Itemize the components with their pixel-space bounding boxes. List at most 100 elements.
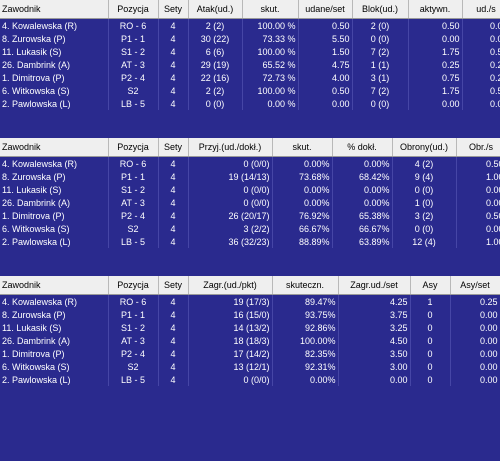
column-header[interactable]: aktywn. bbox=[408, 0, 463, 19]
sets-cell: 4 bbox=[158, 334, 189, 347]
table-row[interactable]: 1. Dimitrova (P) P2 - 4 4 22 (16) 72.73 … bbox=[0, 71, 500, 84]
column-header[interactable]: Asy/set bbox=[450, 276, 500, 295]
column-header[interactable]: Pozycja bbox=[108, 0, 159, 19]
attack-cell: 6 (6) bbox=[188, 45, 243, 58]
column-header[interactable]: Zagr.(ud./pkt) bbox=[188, 276, 273, 295]
column-header[interactable]: Atak(ud.) bbox=[188, 0, 243, 19]
column-header[interactable]: Sety bbox=[158, 276, 189, 295]
serve-per-set-cell: 3.75 bbox=[338, 308, 411, 321]
column-header[interactable]: Zawodnik bbox=[0, 0, 109, 19]
table-row[interactable]: 11. Lukasik (S) S1 - 2 4 0 (0/0) 0.00% 0… bbox=[0, 183, 500, 196]
column-header[interactable]: Sety bbox=[158, 0, 189, 19]
position-cell: LB - 5 bbox=[108, 97, 159, 110]
attack-stats-table: Zawodnik Pozycja Sety Atak(ud.) skut. ud… bbox=[0, 0, 500, 110]
table-row[interactable]: 26. Dambrink (A) AT - 3 4 0 (0/0) 0.00% … bbox=[0, 196, 500, 209]
player-name-cell: 4. Kowalewska (R) bbox=[0, 18, 109, 32]
player-name-cell: 2. Pawlowska (L) bbox=[0, 235, 109, 248]
serve-cell: 14 (13/2) bbox=[188, 321, 273, 334]
position-cell: P2 - 4 bbox=[108, 209, 159, 222]
table-row[interactable]: 6. Witkowska (S) S2 4 3 (2/2) 66.67% 66.… bbox=[0, 222, 500, 235]
table-row[interactable]: 4. Kowalewska (R) RO - 6 4 2 (2) 100.00 … bbox=[0, 18, 500, 32]
serve-cell: 0 (0/0) bbox=[188, 373, 273, 386]
player-name-cell: 11. Lukasik (S) bbox=[0, 321, 109, 334]
column-header[interactable]: Asy bbox=[410, 276, 451, 295]
player-name-cell: 1. Dimitrova (P) bbox=[0, 71, 109, 84]
sets-cell: 4 bbox=[158, 308, 189, 321]
reception-accuracy-cell: 63.89% bbox=[332, 235, 393, 248]
reception-efficiency-cell: 66.67% bbox=[272, 222, 333, 235]
aces-cell: 0 bbox=[410, 308, 451, 321]
column-header[interactable]: skuteczn. bbox=[272, 276, 339, 295]
player-name-cell: 26. Dambrink (A) bbox=[0, 334, 109, 347]
sets-cell: 4 bbox=[158, 183, 189, 196]
reception-efficiency-cell: 88.89% bbox=[272, 235, 333, 248]
block-cell: 0 (0) bbox=[352, 32, 409, 45]
reception-efficiency-cell: 0.00% bbox=[272, 156, 333, 170]
table-row[interactable]: 1. Dimitrova (P) P2 - 4 4 17 (14/2) 82.3… bbox=[0, 347, 500, 360]
serve-efficiency-cell: 100.00% bbox=[272, 334, 339, 347]
column-header[interactable]: Pozycja bbox=[108, 138, 159, 157]
block-activity-cell: 0.00 bbox=[408, 97, 463, 110]
table-row[interactable]: 2. Pawlowska (L) LB - 5 4 0 (0) 0.00 % 0… bbox=[0, 97, 500, 110]
position-cell: P1 - 1 bbox=[108, 308, 159, 321]
serve-cell: 19 (17/3) bbox=[188, 294, 273, 308]
position-cell: S2 bbox=[108, 84, 159, 97]
position-cell: P1 - 1 bbox=[108, 170, 159, 183]
attack-efficiency-cell: 72.73 % bbox=[242, 71, 299, 84]
table-row[interactable]: 26. Dambrink (A) AT - 3 4 18 (18/3) 100.… bbox=[0, 334, 500, 347]
column-header[interactable]: Blok(ud.) bbox=[352, 0, 409, 19]
table-row[interactable]: 11. Lukasik (S) S1 - 2 4 14 (13/2) 92.86… bbox=[0, 321, 500, 334]
column-header[interactable]: Obr./s bbox=[456, 138, 500, 157]
serve-per-set-cell: 3.00 bbox=[338, 360, 411, 373]
table-row[interactable]: 8. Zurowska (P) P1 - 1 4 16 (15/0) 93.75… bbox=[0, 308, 500, 321]
serve-efficiency-cell: 0.00% bbox=[272, 373, 339, 386]
block-per-set-cell: 0.50 bbox=[462, 84, 500, 97]
table-row[interactable]: 2. Pawlowska (L) LB - 5 4 36 (32/23) 88.… bbox=[0, 235, 500, 248]
player-name-cell: 6. Witkowska (S) bbox=[0, 360, 109, 373]
column-header[interactable]: udane/set bbox=[298, 0, 353, 19]
defence-cell: 1 (0) bbox=[392, 196, 457, 209]
column-header[interactable]: % dokł. bbox=[332, 138, 393, 157]
block-per-set-cell: 0.50 bbox=[462, 45, 500, 58]
reception-cell: 0 (0/0) bbox=[188, 196, 273, 209]
aces-cell: 0 bbox=[410, 373, 451, 386]
column-header[interactable]: Sety bbox=[158, 138, 189, 157]
table-row[interactable]: 6. Witkowska (S) S2 4 2 (2) 100.00 % 0.5… bbox=[0, 84, 500, 97]
column-header[interactable]: skut. bbox=[242, 0, 299, 19]
table-row[interactable]: 8. Zurowska (P) P1 - 1 4 30 (22) 73.33 %… bbox=[0, 32, 500, 45]
attack-cell: 22 (16) bbox=[188, 71, 243, 84]
table-row[interactable]: 8. Zurowska (P) P1 - 1 4 19 (14/13) 73.6… bbox=[0, 170, 500, 183]
sets-cell: 4 bbox=[158, 235, 189, 248]
table-row[interactable]: 11. Lukasik (S) S1 - 2 4 6 (6) 100.00 % … bbox=[0, 45, 500, 58]
column-header[interactable]: skut. bbox=[272, 138, 333, 157]
position-cell: LB - 5 bbox=[108, 373, 159, 386]
aces-per-set-cell: 0.00 bbox=[450, 347, 500, 360]
column-header[interactable]: Pozycja bbox=[108, 276, 159, 295]
attack-cell: 29 (19) bbox=[188, 58, 243, 71]
attack-efficiency-cell: 65.52 % bbox=[242, 58, 299, 71]
sets-cell: 4 bbox=[158, 360, 189, 373]
column-header[interactable]: Przyj.(ud./dokł.) bbox=[188, 138, 273, 157]
table-row[interactable]: 26. Dambrink (A) AT - 3 4 29 (19) 65.52 … bbox=[0, 58, 500, 71]
position-cell: S1 - 2 bbox=[108, 321, 159, 334]
column-header[interactable]: ud./s bbox=[462, 0, 500, 19]
player-name-cell: 11. Lukasik (S) bbox=[0, 45, 109, 58]
table-row[interactable]: 2. Pawlowska (L) LB - 5 4 0 (0/0) 0.00% … bbox=[0, 373, 500, 386]
table-row[interactable]: 4. Kowalewska (R) RO - 6 4 0 (0/0) 0.00%… bbox=[0, 156, 500, 170]
table-row[interactable]: 6. Witkowska (S) S2 4 13 (12/1) 92.31% 3… bbox=[0, 360, 500, 373]
serve-cell: 18 (18/3) bbox=[188, 334, 273, 347]
reception-cell: 3 (2/2) bbox=[188, 222, 273, 235]
table-row[interactable]: 1. Dimitrova (P) P2 - 4 4 26 (20/17) 76.… bbox=[0, 209, 500, 222]
column-header[interactable]: Zawodnik bbox=[0, 276, 109, 295]
serve-per-set-cell: 4.50 bbox=[338, 334, 411, 347]
table-row[interactable]: 4. Kowalewska (R) RO - 6 4 19 (17/3) 89.… bbox=[0, 294, 500, 308]
player-name-cell: 26. Dambrink (A) bbox=[0, 196, 109, 209]
block-activity-cell: 1.75 bbox=[408, 84, 463, 97]
block-cell: 7 (2) bbox=[352, 45, 409, 58]
column-header[interactable]: Zagr.ud./set bbox=[338, 276, 411, 295]
column-header[interactable]: Obrony(ud.) bbox=[392, 138, 457, 157]
aces-per-set-cell: 0.00 bbox=[450, 360, 500, 373]
column-header[interactable]: Zawodnik bbox=[0, 138, 109, 157]
attack-cell: 30 (22) bbox=[188, 32, 243, 45]
aces-per-set-cell: 0.00 bbox=[450, 308, 500, 321]
